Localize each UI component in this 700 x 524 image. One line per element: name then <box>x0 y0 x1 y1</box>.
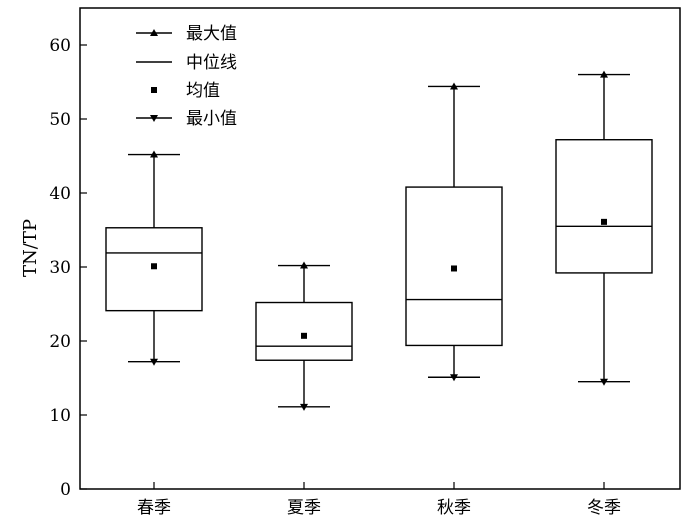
x-category-label: 春季 <box>137 498 171 518</box>
legend-mean-marker <box>151 87 157 93</box>
max-marker <box>150 150 158 158</box>
y-tick-label: 20 <box>49 332 71 352</box>
iqr-box <box>255 301 353 361</box>
x-category-label: 秋季 <box>437 498 471 518</box>
box-4 <box>555 70 653 386</box>
y-tick-label: 40 <box>49 184 71 204</box>
max-marker <box>450 82 458 90</box>
legend-item-median: 中位线 <box>136 53 237 73</box>
min-marker <box>600 378 608 386</box>
plot-frame <box>79 7 681 490</box>
legend-item-max: 最大值 <box>136 24 237 44</box>
min-marker <box>150 358 158 366</box>
legend-label: 最大值 <box>186 24 237 44</box>
max-marker <box>300 261 308 269</box>
x-category-label: 冬季 <box>587 498 621 518</box>
mean-marker <box>601 218 607 225</box>
legend-label: 均值 <box>186 81 220 101</box>
box-2 <box>255 261 353 411</box>
y-tick-label: 30 <box>49 258 71 278</box>
mean-marker <box>301 332 307 339</box>
min-marker <box>450 374 458 382</box>
legend-item-mean: 均值 <box>151 81 220 101</box>
max-marker <box>150 29 158 36</box>
y-axis-title: TN/TP <box>20 219 41 277</box>
mean-marker <box>151 263 157 270</box>
iqr-box <box>555 139 653 274</box>
legend-item-min: 最小值 <box>136 109 237 129</box>
x-category-label: 夏季 <box>287 498 321 518</box>
y-tick-label: 50 <box>49 110 71 130</box>
y-tick-label: 60 <box>49 36 71 56</box>
max-marker <box>600 70 608 78</box>
mean-marker <box>451 265 457 272</box>
y-axis: 0 10 20 30 40 50 60 <box>49 36 87 500</box>
legend-label: 最小值 <box>186 109 237 129</box>
y-tick-label: 0 <box>60 480 71 500</box>
boxes-group <box>105 70 653 411</box>
box-1 <box>105 150 203 366</box>
x-axis: 春季 夏季 秋季 冬季 <box>137 482 621 518</box>
min-marker <box>150 115 158 122</box>
box-3 <box>405 82 503 382</box>
iqr-box <box>105 227 203 312</box>
iqr-box <box>405 186 503 347</box>
y-tick-label: 10 <box>49 406 71 426</box>
min-marker <box>300 403 308 411</box>
legend-label: 中位线 <box>186 53 237 73</box>
